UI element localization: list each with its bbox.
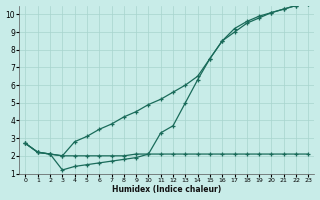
X-axis label: Humidex (Indice chaleur): Humidex (Indice chaleur): [112, 185, 221, 194]
